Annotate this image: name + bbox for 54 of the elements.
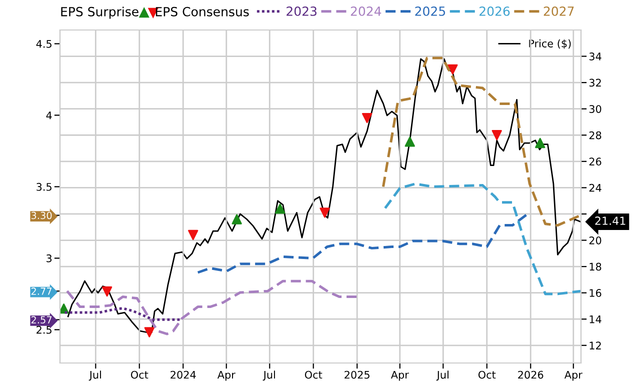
y2-tick-label: 12 <box>590 342 601 350</box>
y2-tick-label: 34 <box>589 52 602 60</box>
point <box>448 64 458 75</box>
point <box>144 327 154 338</box>
y2-tick-label: 30 <box>589 105 602 113</box>
data-label: 21.41 <box>595 216 626 225</box>
x-tick-label: Jul <box>88 370 101 381</box>
legend-label: 2023 <box>286 6 316 16</box>
x-tick-label: Jul <box>436 370 448 381</box>
legend-title: EPS Consensus <box>156 6 249 16</box>
y2-tick-label: 32 <box>589 78 601 87</box>
y-tick-label: 2.77 <box>31 288 52 295</box>
point <box>492 130 502 140</box>
point <box>320 208 330 218</box>
y-tick-label: 4 <box>46 112 52 120</box>
y-tick-label: 2.5 <box>36 326 52 334</box>
y2-tick-label: 26 <box>589 158 602 166</box>
legend-label: 2027 <box>544 6 574 16</box>
point <box>102 286 112 297</box>
y-tick-label: 4.5 <box>36 40 52 48</box>
x-tick-label: 2025 <box>344 370 370 379</box>
x-tick-label: Oct <box>304 370 322 379</box>
legend-label: 2024 <box>350 6 382 16</box>
x-tick-label: Jul <box>262 370 275 381</box>
line-series <box>382 56 581 227</box>
y2-tick-label: 16 <box>590 289 602 297</box>
x-tick-label: Apr <box>564 370 582 381</box>
y-tick-label: 3 <box>46 254 52 262</box>
point <box>275 204 286 214</box>
y-tick-label: 3.5 <box>36 182 52 191</box>
x-tick-label: Oct <box>130 370 148 379</box>
x-tick-label: 2026 <box>518 370 544 379</box>
legend-label: 2025 <box>415 6 446 16</box>
y2-tick-label: 24 <box>589 184 602 192</box>
point <box>362 112 372 124</box>
x-tick-label: 2024 <box>170 370 196 379</box>
point <box>535 138 546 148</box>
y2-tick-label: 14 <box>590 315 602 324</box>
legend-label: 2026 <box>480 6 510 16</box>
y2-tick-label: 28 <box>589 131 602 140</box>
x-tick-label: Apr <box>390 370 409 381</box>
line-series <box>384 182 581 296</box>
text: EPS Surprise <box>61 6 138 19</box>
y-tick-label: 3.30 <box>31 212 52 220</box>
x-tick-label: Apr <box>217 370 236 381</box>
y-tick-label: 2.57 <box>31 316 52 324</box>
legend-label: Price ($) <box>529 39 571 49</box>
y2-tick-label: 20 <box>589 236 602 244</box>
point <box>404 136 415 147</box>
x-tick-label: Oct <box>478 370 496 379</box>
line-series <box>66 280 358 336</box>
y2-tick-label: 18 <box>590 262 602 271</box>
point <box>232 214 242 224</box>
point <box>188 230 198 240</box>
